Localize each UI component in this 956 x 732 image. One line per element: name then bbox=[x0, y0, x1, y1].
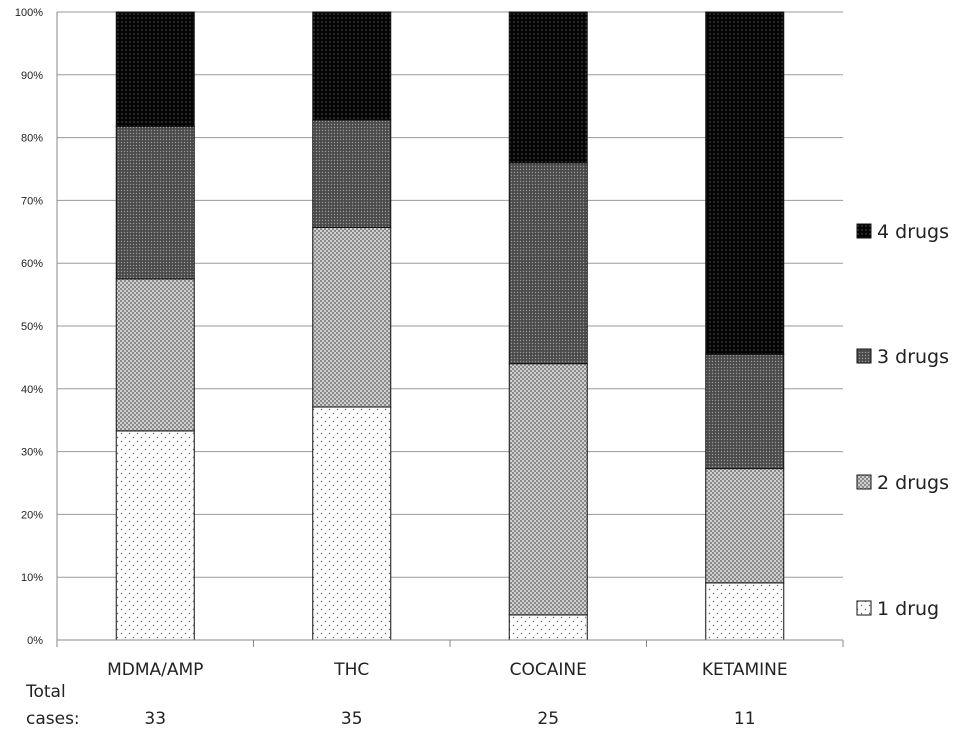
totals-footer: Total cases: 33 35 25 11 bbox=[25, 682, 756, 729]
bar-segment-ketamine-3-drugs bbox=[705, 353, 785, 470]
y-tick-label: 30% bbox=[21, 447, 43, 459]
total-cases-value: 35 bbox=[341, 709, 363, 729]
legend-label-3-drugs: 3 drugs bbox=[877, 346, 949, 368]
bar-segment-thc-3-drugs bbox=[312, 119, 392, 228]
bar-segment-mdma-amp-2-drugs bbox=[115, 278, 195, 432]
legend: 4 drugs 3 drugs 2 drugs 1 drug bbox=[856, 221, 949, 620]
total-cases-value: 33 bbox=[144, 709, 166, 729]
bar-segment-cocaine-1-drug bbox=[508, 614, 588, 641]
legend-swatch-3-drugs bbox=[856, 348, 872, 364]
bar-segment-cocaine-3-drugs bbox=[508, 162, 588, 365]
y-tick-label: 40% bbox=[21, 384, 43, 396]
x-category-label: COCAINE bbox=[510, 660, 587, 680]
y-tick-label: 20% bbox=[21, 509, 43, 521]
bar-segment-mdma-amp-4-drugs bbox=[115, 11, 195, 127]
total-cases-value: 25 bbox=[537, 709, 559, 729]
totals-label-line-2: cases: bbox=[26, 709, 80, 729]
y-tick-label: 60% bbox=[21, 258, 43, 270]
bar-segment-thc-4-drugs bbox=[312, 11, 392, 121]
y-tick-label: 100% bbox=[15, 7, 43, 19]
bar-segment-cocaine-4-drugs bbox=[508, 11, 588, 164]
bars bbox=[115, 11, 785, 641]
y-tick-label: 90% bbox=[21, 70, 43, 82]
x-category-label: THC bbox=[333, 660, 369, 680]
legend-swatch-1-drug bbox=[856, 600, 872, 616]
y-tick-label: 50% bbox=[21, 321, 43, 333]
y-tick-label: 10% bbox=[21, 572, 43, 584]
y-tick-label: 80% bbox=[21, 133, 43, 145]
y-tick-label: 70% bbox=[21, 195, 43, 207]
total-cases-value: 11 bbox=[734, 709, 756, 729]
totals-label-line-1: Total bbox=[25, 682, 66, 702]
y-tick-label: 0% bbox=[27, 635, 43, 647]
axes: 0% 10% 20% 30% 40% 50% 60% 70% 80% 90% 100% MDMA/AM… bbox=[15, 7, 844, 680]
bar-segment-ketamine-2-drugs bbox=[705, 468, 785, 584]
legend-label-4-drugs: 4 drugs bbox=[877, 221, 949, 243]
legend-swatch-4-drugs bbox=[856, 223, 872, 239]
legend-label-1-drug: 1 drug bbox=[877, 598, 939, 620]
x-category-label: MDMA/AMP bbox=[107, 660, 203, 680]
bar-segment-ketamine-4-drugs bbox=[705, 11, 785, 355]
bar-segment-cocaine-2-drugs bbox=[508, 363, 588, 616]
bar-segment-ketamine-1-drug bbox=[705, 582, 785, 641]
bar-segment-mdma-amp-3-drugs bbox=[115, 125, 195, 280]
bar-segment-thc-2-drugs bbox=[312, 226, 392, 408]
bar-segment-mdma-amp-1-drug bbox=[115, 430, 195, 641]
legend-label-2-drugs: 2 drugs bbox=[877, 472, 949, 494]
legend-swatch-2-drugs bbox=[856, 474, 872, 490]
x-category-label: KETAMINE bbox=[702, 660, 788, 680]
bar-segment-thc-1-drug bbox=[312, 406, 392, 641]
